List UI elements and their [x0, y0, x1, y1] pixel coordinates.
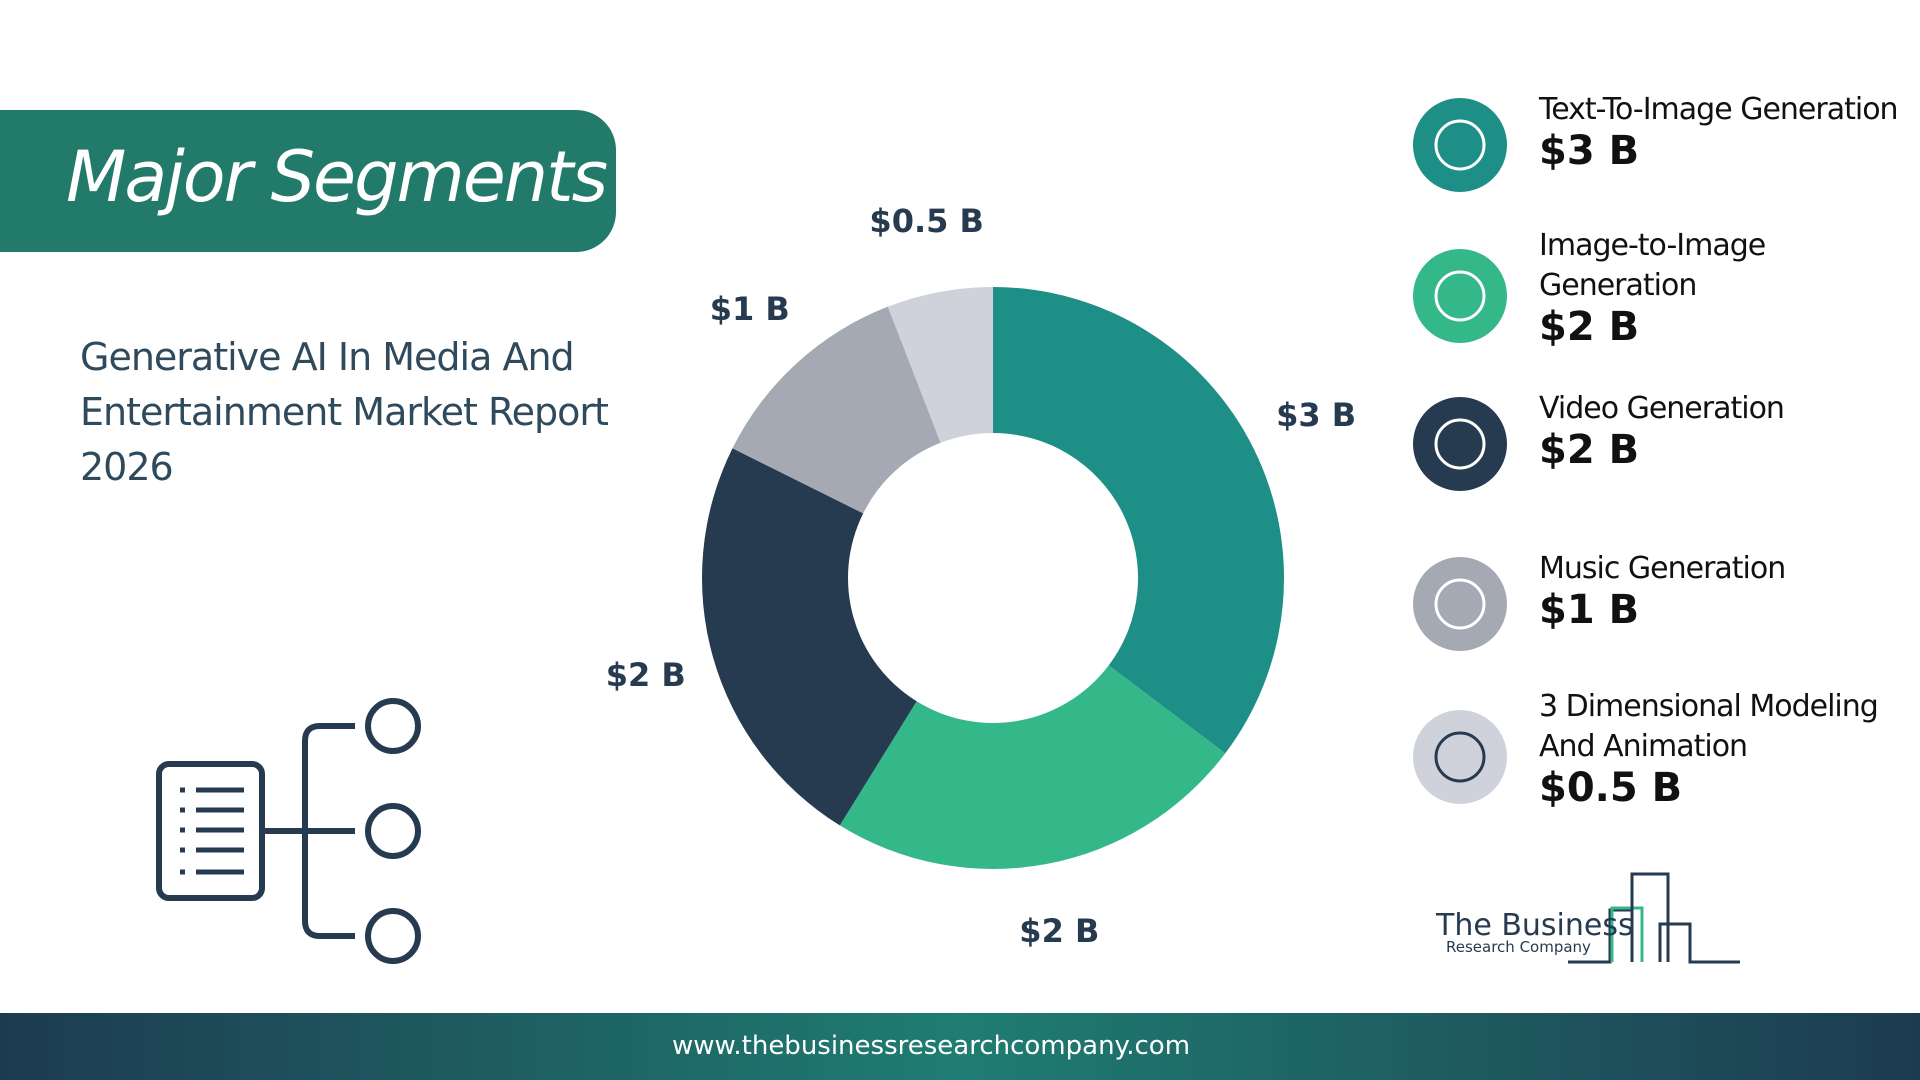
legend-icon-ring — [1434, 119, 1486, 171]
legend-icon — [1413, 98, 1507, 192]
footer-url: www.thebusinessresearchcompany.com — [671, 1031, 1191, 1061]
legend-icon-ring — [1434, 270, 1486, 322]
legend-value: $0.5 B — [1539, 765, 1683, 811]
title-banner — [0, 110, 616, 252]
chart-title: Major Segments — [66, 136, 608, 218]
data-label: $0.5 B — [869, 202, 983, 240]
legend-value: $2 B — [1539, 427, 1640, 473]
data-label: $2 B — [1019, 912, 1099, 950]
logo-subtext: Research Company — [1446, 938, 1591, 956]
chart: The Business Research Company $3 B $2 B $2… — [156, 98, 1740, 964]
data-label: $2 B — [606, 656, 686, 694]
donut-segment — [702, 448, 917, 826]
data-label: $1 B — [710, 290, 790, 328]
donut-segment — [993, 287, 1285, 754]
legend-icon — [1413, 249, 1507, 343]
legend-icon-ring — [1434, 578, 1486, 630]
legend-label: Music Generation — [1539, 551, 1786, 586]
legend-label: Text-To-Image Generation — [1539, 92, 1899, 127]
subtitle: Generative AI In Media And Entertainment… — [80, 335, 609, 489]
legend-icon-ring — [1434, 418, 1486, 470]
logo-text: The Business — [1435, 908, 1634, 943]
legend-label: Video Generation — [1539, 391, 1785, 426]
legend-label: 3 Dimensional Modeling And Animation — [1539, 689, 1879, 764]
footer-bar — [0, 1013, 1920, 1080]
legend-icon — [1413, 397, 1507, 491]
legend-icon — [1413, 557, 1507, 651]
legend-icon — [1413, 710, 1507, 804]
legend-label: Image-to-Image Generation — [1539, 228, 1766, 303]
legend-value: $1 B — [1539, 587, 1640, 633]
data-label: $3 B — [1276, 396, 1356, 434]
legend-icon-ring — [1434, 731, 1486, 783]
segments-icon — [156, 698, 421, 964]
donut-segment — [732, 306, 941, 514]
logo-mark — [1568, 872, 1740, 964]
donut-segment — [839, 665, 1226, 870]
donut-segment — [887, 287, 993, 443]
legend-value: $2 B — [1539, 304, 1640, 350]
legend-value: $3 B — [1539, 128, 1640, 174]
